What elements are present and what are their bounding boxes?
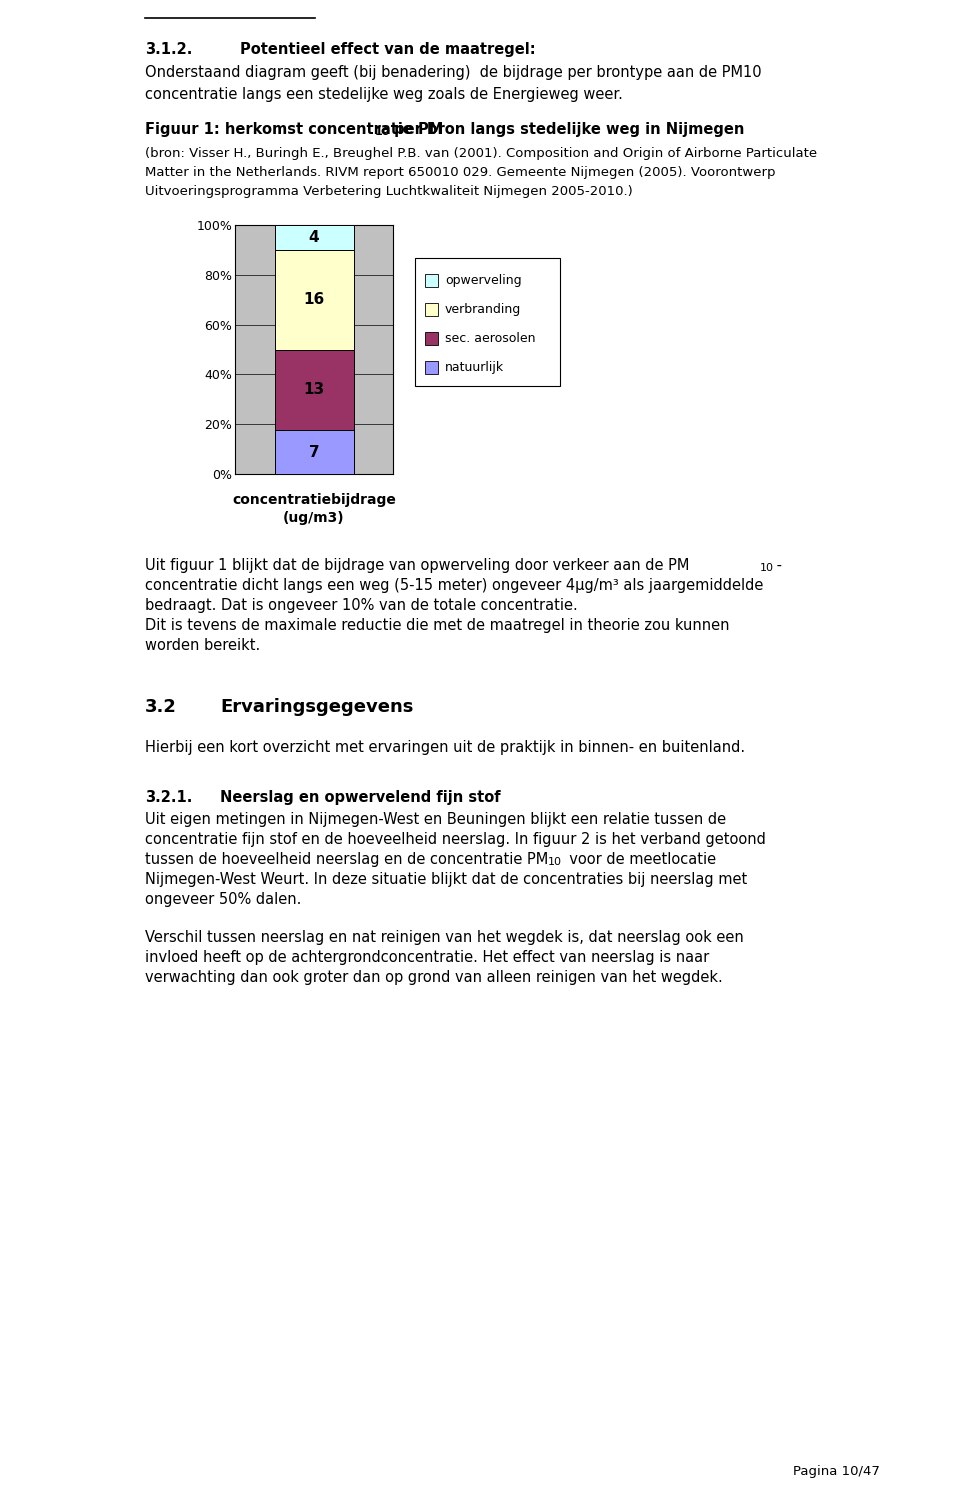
Text: ongeveer 50% dalen.: ongeveer 50% dalen.: [145, 892, 301, 907]
Text: Pagina 10/47: Pagina 10/47: [793, 1465, 880, 1478]
Text: concentratie fijn stof en de hoeveelheid neerslag. In figuur 2 is het verband ge: concentratie fijn stof en de hoeveelheid…: [145, 832, 766, 847]
Text: 10: 10: [548, 857, 562, 868]
Bar: [425, 362, 438, 374]
Text: 10: 10: [375, 128, 391, 137]
Text: Nijmegen-West Weurt. In deze situatie blijkt dat de concentraties bij neerslag m: Nijmegen-West Weurt. In deze situatie bl…: [145, 872, 747, 887]
Text: 10: 10: [760, 563, 774, 573]
Text: 7: 7: [309, 444, 320, 459]
Bar: [275, 431, 353, 474]
Bar: [275, 225, 353, 249]
Text: 3.2: 3.2: [145, 698, 177, 716]
Text: Potentieel effect van de maatregel:: Potentieel effect van de maatregel:: [240, 42, 536, 57]
Text: 4: 4: [309, 230, 320, 245]
Bar: [415, 258, 560, 386]
Text: bedraagt. Dat is ongeveer 10% van de totale concentratie.: bedraagt. Dat is ongeveer 10% van de tot…: [145, 597, 578, 612]
Text: concentratie dicht langs een weg (5-15 meter) ongeveer 4μg/m³ als jaargemiddelde: concentratie dicht langs een weg (5-15 m…: [145, 578, 763, 593]
Bar: [275, 249, 353, 350]
Bar: [425, 275, 438, 287]
Text: opwerveling: opwerveling: [445, 275, 521, 287]
Text: verwachting dan ook groter dan op grond van alleen reinigen van het wegdek.: verwachting dan ook groter dan op grond …: [145, 970, 723, 985]
Text: 3.2.1.: 3.2.1.: [145, 790, 192, 805]
Text: voor de meetlocatie: voor de meetlocatie: [560, 853, 716, 868]
Text: sec. aerosolen: sec. aerosolen: [445, 332, 536, 345]
Text: concentratiebijdrage: concentratiebijdrage: [232, 492, 396, 507]
Bar: [425, 332, 438, 345]
Text: -: -: [772, 558, 782, 573]
Text: Ervaringsgegevens: Ervaringsgegevens: [220, 698, 414, 716]
Text: 16: 16: [303, 293, 324, 308]
Text: 3.1.2.: 3.1.2.: [145, 42, 192, 57]
Text: tussen de hoeveelheid neerslag en de concentratie PM: tussen de hoeveelheid neerslag en de con…: [145, 853, 548, 868]
Text: Matter in the Netherlands. RIVM report 650010 029. Gemeente Nijmegen (2005). Voo: Matter in the Netherlands. RIVM report 6…: [145, 167, 776, 179]
Text: Onderstaand diagram geeft (bij benadering)  de bijdrage per brontype aan de PM10: Onderstaand diagram geeft (bij benaderin…: [145, 65, 761, 80]
Text: invloed heeft op de achtergrondconcentratie. Het effect van neerslag is naar: invloed heeft op de achtergrondconcentra…: [145, 950, 709, 965]
Text: per bron langs stedelijke weg in Nijmegen: per bron langs stedelijke weg in Nijmege…: [389, 122, 744, 137]
Text: verbranding: verbranding: [445, 303, 521, 317]
Bar: [425, 303, 438, 317]
Text: (ug/m3): (ug/m3): [283, 510, 345, 525]
Text: 13: 13: [303, 383, 324, 398]
Text: Uitvoeringsprogramma Verbetering Luchtkwaliteit Nijmegen 2005-2010.): Uitvoeringsprogramma Verbetering Luchtkw…: [145, 185, 633, 198]
Text: Neerslag en opwervelend fijn stof: Neerslag en opwervelend fijn stof: [220, 790, 500, 805]
Text: Uit eigen metingen in Nijmegen-West en Beuningen blijkt een relatie tussen de: Uit eigen metingen in Nijmegen-West en B…: [145, 812, 726, 827]
Text: Uit figuur 1 blijkt dat de bijdrage van opwerveling door verkeer aan de PM: Uit figuur 1 blijkt dat de bijdrage van …: [145, 558, 689, 573]
Bar: [275, 350, 353, 431]
Text: (bron: Visser H., Buringh E., Breughel P.B. van (2001). Composition and Origin o: (bron: Visser H., Buringh E., Breughel P…: [145, 147, 817, 161]
Text: Hierbij een kort overzicht met ervaringen uit de praktijk in binnen- en buitenla: Hierbij een kort overzicht met ervaringe…: [145, 740, 745, 755]
Text: concentratie langs een stedelijke weg zoals de Energieweg weer.: concentratie langs een stedelijke weg zo…: [145, 87, 623, 102]
Text: Dit is tevens de maximale reductie die met de maatregel in theorie zou kunnen: Dit is tevens de maximale reductie die m…: [145, 618, 730, 633]
Text: worden bereikt.: worden bereikt.: [145, 638, 260, 653]
Text: Verschil tussen neerslag en nat reinigen van het wegdek is, dat neerslag ook een: Verschil tussen neerslag en nat reinigen…: [145, 931, 744, 946]
Text: Figuur 1: herkomst concentratie PM: Figuur 1: herkomst concentratie PM: [145, 122, 444, 137]
Text: natuurlijk: natuurlijk: [445, 362, 504, 374]
